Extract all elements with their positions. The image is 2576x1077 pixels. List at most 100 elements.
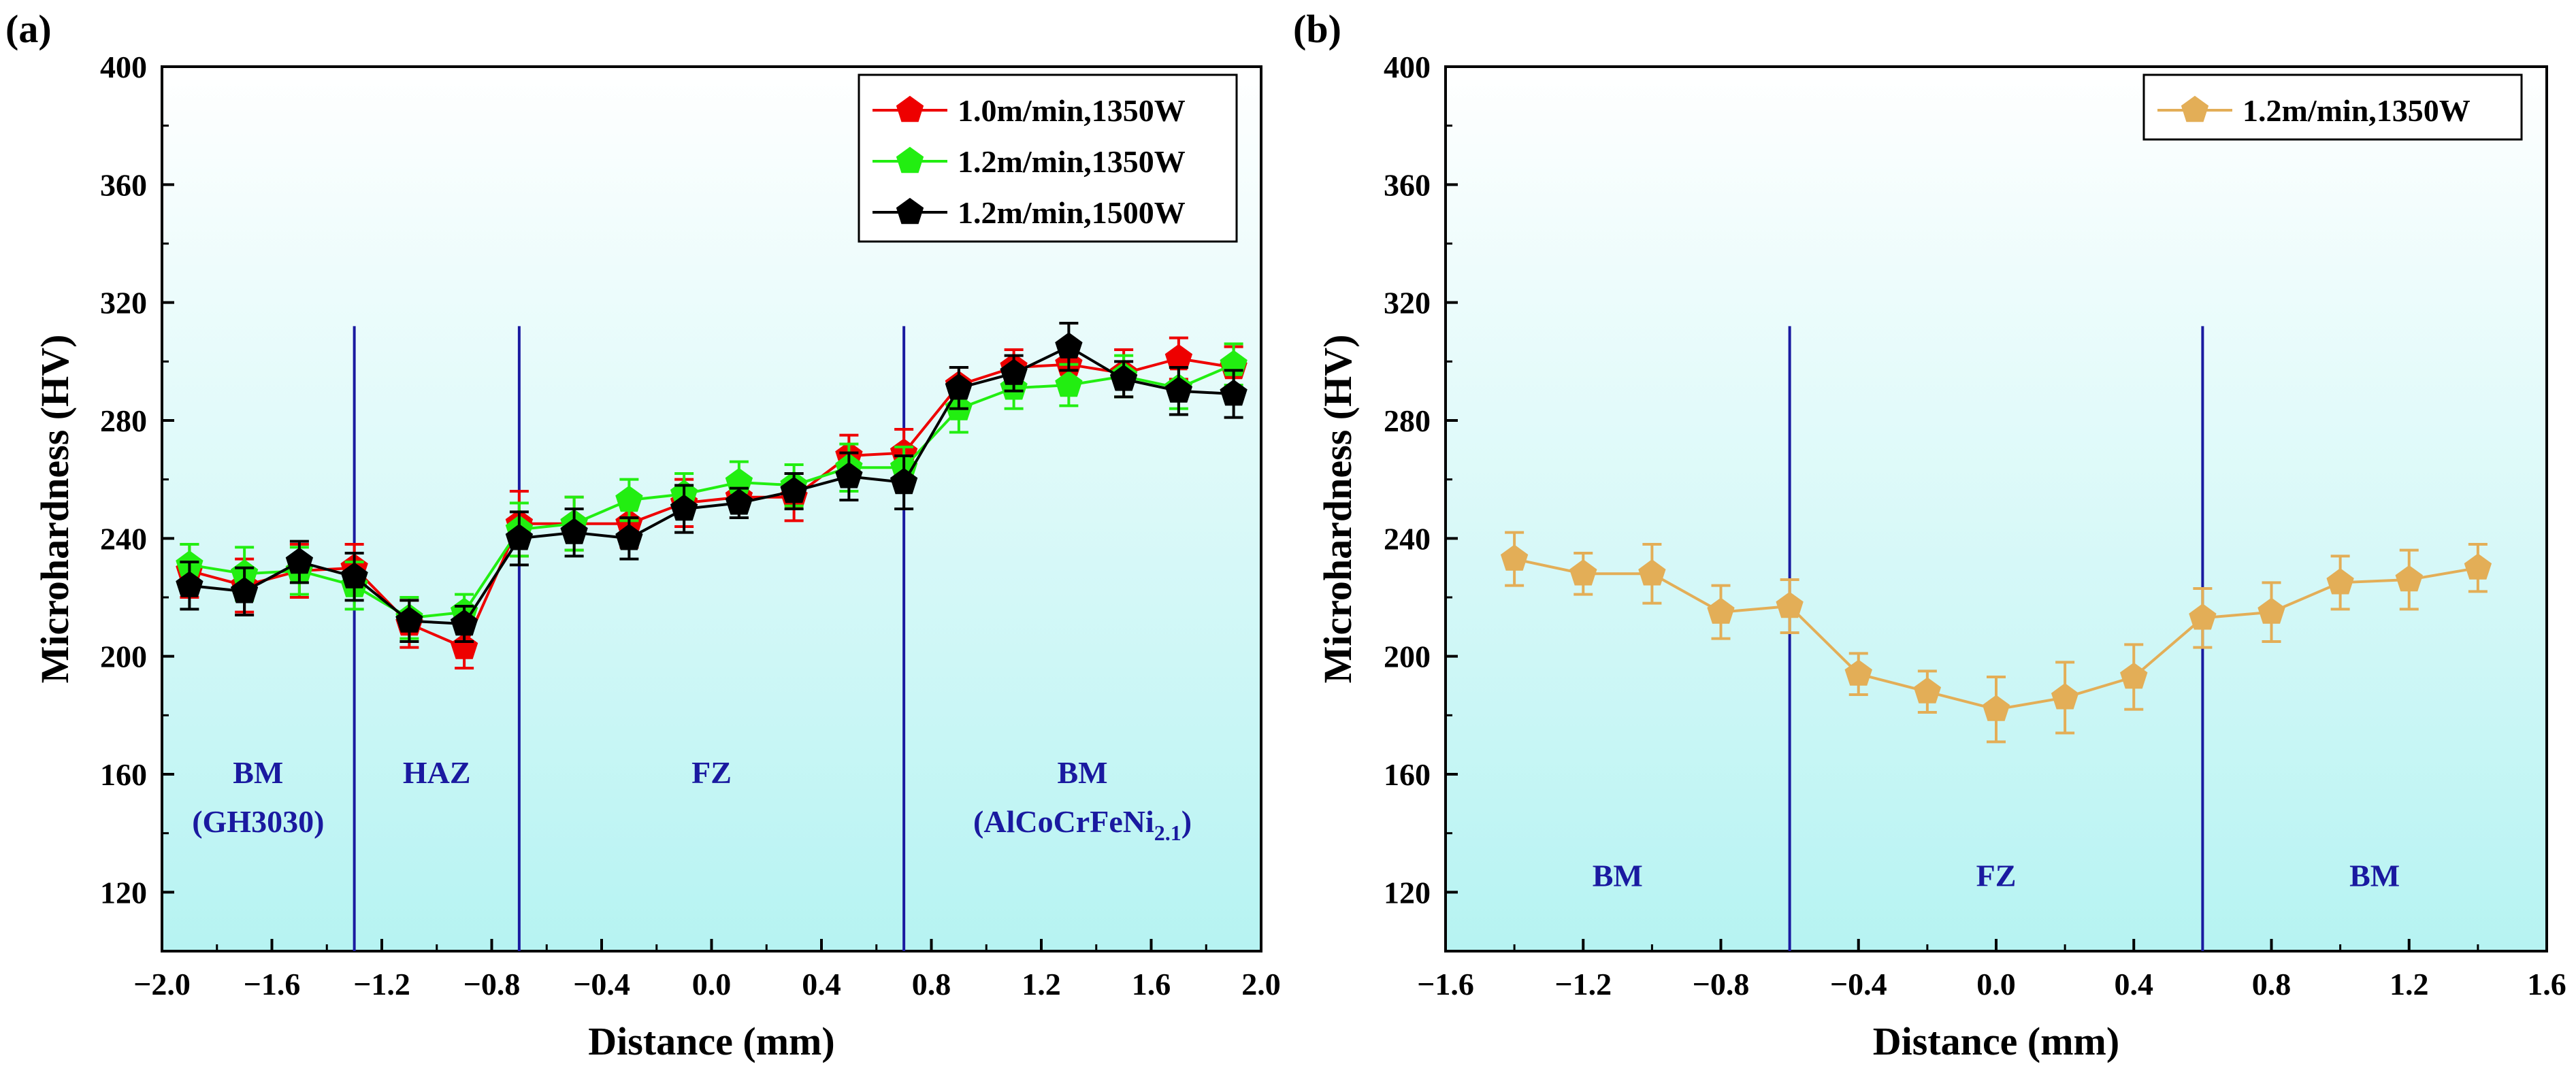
data-point [1055,370,1083,397]
legend-marker [896,146,924,173]
legend-label: 1.0m/min,1350W [958,93,1186,128]
legend: 1.0m/min,1350W 1.2m/min,1350W 1.2m/min,150… [858,73,1238,243]
data-point [1000,359,1028,385]
x-tick-label: 0.0 [1976,967,2016,1001]
legend-label: 1.2m/min,1350W [2243,93,2471,128]
data-point [395,606,423,633]
data-point [450,633,478,659]
plot-background [1446,67,2547,951]
data-point [2395,565,2423,592]
x-tick-label: 2.0 [1241,967,1281,1001]
data-point [1776,591,1804,618]
x-tick-label: −0.4 [1830,967,1887,1001]
x-tick-label: −0.8 [463,967,521,1001]
y-tick-label: 400 [1384,50,1431,84]
data-point [450,609,478,636]
legend: 1.2m/min,1350W [2142,73,2523,141]
data-point [1109,365,1138,391]
y-tick-label: 200 [100,640,147,674]
legend-label: 1.2m/min,1350W [958,144,1186,179]
data-point [2189,603,2217,630]
x-tick-label: −1.6 [1417,967,1474,1001]
legend-label: 1.2m/min,1500W [958,195,1186,230]
x-tick-label: 0.0 [692,967,732,1001]
zone-label-closing: ) [1181,804,1192,839]
data-point [670,494,698,521]
data-point [176,571,203,597]
x-tick-label: −0.4 [573,967,630,1001]
y-tick-label: 320 [100,286,147,320]
data-point [560,518,588,544]
y-tick-label: 120 [1384,875,1431,910]
x-tick-label: 1.6 [2527,967,2566,1001]
zone-label: (AlCoCrFeNi2.1) [973,804,1192,845]
zone-label: BM [1593,859,1643,893]
x-tick-label: 0.4 [802,967,841,1001]
x-tick-label: 1.6 [1132,967,1171,1001]
zone-label: BM [233,755,283,790]
data-point [945,374,973,400]
data-point [780,476,808,503]
x-tick-label: 0.4 [2115,967,2154,1001]
data-point [1500,544,1529,571]
panel-a: (a) 120 160 200 240 280 320 360 400 −2.0 −1.6 −1.2 −… [5,7,1281,1063]
y-tick-label: 360 [100,167,147,202]
data-point [1164,376,1193,403]
panel-label: (b) [1293,7,1341,51]
y-axis-title: Microhardness (HV) [33,335,77,684]
data-point [285,547,314,574]
zone-label-text: (AlCoCrFeNi [973,804,1154,839]
y-axis-title: Microhardness (HV) [1316,335,1360,684]
x-tick-label: −0.8 [1693,967,1750,1001]
data-point [1220,379,1248,406]
x-tick-label: −1.2 [1554,967,1612,1001]
data-point [615,485,643,512]
panel-b: (b) 120 160 200 240 280 320 360 400 −1.6 −1.2 −0.8 −… [1293,7,2566,1063]
data-point [2120,662,2148,689]
y-tick-label: 280 [1384,403,1431,438]
data-point [2464,553,2492,580]
y-tick-label: 160 [100,757,147,792]
legend-marker [896,95,924,122]
data-point [1844,659,1872,686]
legend-marker [2181,95,2209,122]
x-tick-label: −2.0 [133,967,191,1001]
x-tick-label: −1.6 [244,967,301,1001]
data-point [1707,597,1735,624]
data-point [340,562,368,589]
data-point [1569,559,1597,586]
legend-marker [896,197,924,225]
zone-label: BM [2349,859,2400,893]
y-tick-label: 320 [1384,286,1431,320]
x-tick-label: 0.8 [2252,967,2292,1001]
zone-label: (GH3030) [192,804,324,839]
data-point [615,524,643,550]
zone-label: FZ [691,755,732,790]
zone-label: BM [1058,755,1108,790]
data-point [890,467,918,495]
y-tick-label: 400 [100,50,147,84]
zone-label: HAZ [403,755,471,790]
series-0 [1500,531,2492,744]
y-tick-label: 200 [1384,640,1431,674]
x-tick-label: −1.2 [353,967,410,1001]
x-tick-label: 1.2 [1022,967,1061,1001]
series-2 [176,322,1248,643]
x-tick-label: 0.8 [912,967,951,1001]
data-point [505,524,534,550]
zone-label-subscript: 2.1 [1154,821,1181,845]
data-point [2051,683,2079,710]
data-point [1055,332,1083,359]
x-axis-title: Distance (mm) [588,1019,834,1063]
data-point [835,462,863,488]
x-tick-label: 1.2 [2390,967,2429,1001]
zone-label: FZ [1976,859,2017,893]
y-tick-label: 160 [1384,757,1431,792]
data-point [725,488,753,515]
y-tick-label: 120 [100,875,147,910]
data-point [1638,559,1666,586]
data-point [230,577,259,603]
x-axis-title: Distance (mm) [1873,1019,2119,1063]
data-point [1982,695,2010,721]
